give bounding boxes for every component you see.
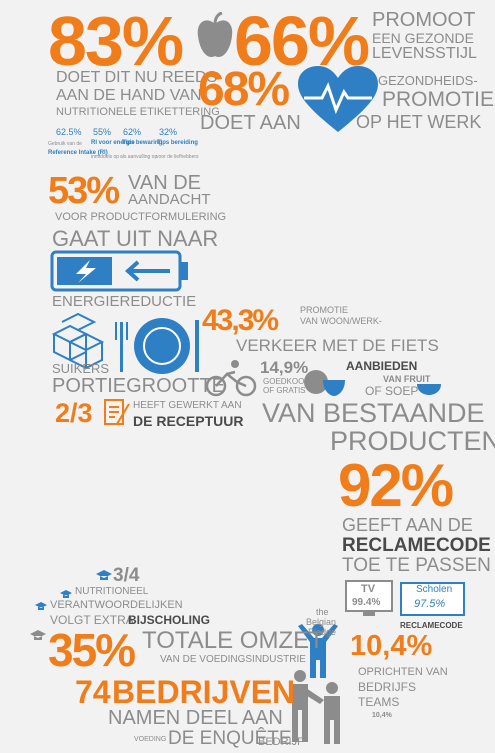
detail-label: als aanvulling op xyxy=(120,155,157,160)
detail-label: inmiddels op xyxy=(91,155,119,160)
text: PROMOTIE xyxy=(300,306,348,315)
text: TOTALE OMZET xyxy=(142,629,324,653)
text: DOET AAN xyxy=(200,113,301,133)
pledge: the xyxy=(316,608,329,617)
text: AANDACHT xyxy=(128,192,211,207)
text: OPRICHTEN VAN xyxy=(358,667,448,678)
text: VOEDING xyxy=(134,736,166,743)
topic: SUIKERS xyxy=(52,362,109,375)
detail-value: 62% xyxy=(123,128,141,137)
detail-value: 62.5% xyxy=(56,128,82,137)
text: NAMEN DEEL AAN xyxy=(108,708,283,728)
stat-unit: BEDRIJVEN xyxy=(112,676,295,708)
text: GEZONDHEIDS- xyxy=(378,74,478,87)
text: RECLAMECODE xyxy=(342,536,491,555)
school-value: 97.5% xyxy=(414,599,445,610)
cap-icon xyxy=(30,630,46,642)
topic: PORTIEGROOTTE xyxy=(52,376,225,396)
text: BEDRIJF xyxy=(258,737,304,748)
detail-title: Tips bereiding xyxy=(157,140,198,146)
text: 10,4% xyxy=(372,712,392,719)
stat: 43,3% xyxy=(202,306,277,336)
stat: 2/3 xyxy=(55,400,93,427)
infographic: 83% DOET DIT NU REEDS AAN DE HAND VAN NU… xyxy=(0,0,495,753)
text: BIJSCHOLING xyxy=(128,614,210,626)
text: BEDRIJFS xyxy=(358,681,416,693)
stat: 3/4 xyxy=(113,566,139,585)
text: VAN FRUIT xyxy=(383,375,430,384)
text: PROMOOT xyxy=(372,10,475,30)
text: OF SOEP xyxy=(365,385,418,397)
text: GEEFT AAN DE xyxy=(342,516,473,534)
stat: 14,9% xyxy=(260,359,308,376)
detail-label: Gebruik van de xyxy=(48,142,82,147)
text: GOEDKOOP xyxy=(263,378,310,386)
tv-label: TV xyxy=(361,584,375,595)
topic: ENERGIEREDUCTIE xyxy=(52,294,196,309)
text: DE RECEPTUUR xyxy=(133,414,243,428)
text: LEVENSSTIJL xyxy=(372,46,477,62)
tv-value: 99.4% xyxy=(352,598,380,608)
stat: 74 xyxy=(75,676,111,708)
text: AAN DE HAND VAN xyxy=(56,88,202,104)
text: EEN GEZONDE xyxy=(372,31,474,45)
text: VAN DE xyxy=(128,173,201,193)
detail-value: 55% xyxy=(93,128,111,137)
text: TOE TE PASSEN xyxy=(342,556,491,575)
text: AANBIEDEN xyxy=(346,360,417,372)
battery-icon xyxy=(50,250,190,292)
text: VOOR PRODUCTFORMULERING xyxy=(55,212,226,223)
stat: 35% xyxy=(48,627,134,673)
stat: 10,4% xyxy=(350,632,432,661)
text: VAN WOON/WERK- xyxy=(300,317,382,326)
text: PRODUCTEN xyxy=(330,428,495,455)
text: NUTRITIONELE ETIKETTERING xyxy=(56,107,220,118)
school-label: Scholen xyxy=(416,585,452,595)
text: VERKEER MET DE FIETS xyxy=(236,337,439,354)
cap-icon xyxy=(35,602,47,611)
text: RECLAMECODE xyxy=(400,622,463,630)
text: VERANTWOORDELIJKEN xyxy=(50,600,183,611)
text: OP HET WERK xyxy=(356,113,481,131)
stat: 83% xyxy=(48,6,182,76)
detail-value: 32% xyxy=(159,128,177,137)
document-icon xyxy=(103,398,131,428)
text: OF GRATIS xyxy=(263,387,306,395)
stat: 53% xyxy=(48,172,118,210)
stat: 68% xyxy=(198,66,288,114)
text: GAAT UIT NAAR xyxy=(52,228,218,250)
stat: 92% xyxy=(338,456,452,516)
text: HEEFT GEWERKT AAN xyxy=(133,401,242,411)
cap-icon xyxy=(60,590,72,599)
text: TEAMS xyxy=(358,696,399,708)
text: DOET DIT NU REEDS xyxy=(56,70,217,86)
detail-label: voor de liefhebbers xyxy=(156,155,199,160)
text: VAN BESTAANDE xyxy=(262,400,485,427)
text: VAN DE VOEDINGSINDUSTRIE xyxy=(160,655,306,665)
text: NUTRITIONEEL xyxy=(75,587,148,597)
apple-icon xyxy=(196,12,234,62)
text: PROMOTIE xyxy=(382,89,494,110)
pledge: Belgian xyxy=(306,618,336,627)
cap-icon xyxy=(96,570,112,582)
